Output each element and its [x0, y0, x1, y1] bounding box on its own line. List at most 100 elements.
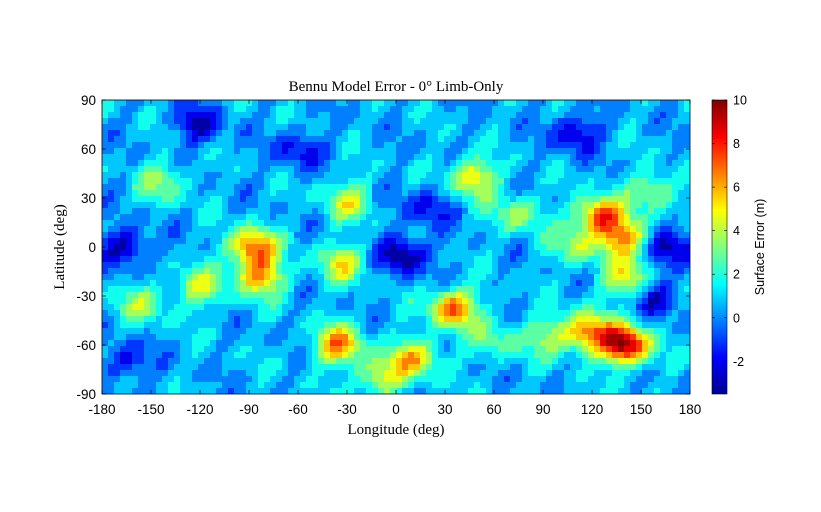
- heatmap-cell: [132, 328, 139, 335]
- heatmap-cell: [420, 148, 427, 155]
- heatmap-cell: [258, 388, 265, 394]
- heatmap-cell: [114, 130, 121, 137]
- heatmap-cell: [270, 376, 277, 383]
- heatmap-cell: [438, 340, 445, 347]
- heatmap-cell: [360, 286, 367, 293]
- heatmap-cell: [522, 202, 529, 209]
- heatmap-cell: [474, 370, 481, 377]
- heatmap-cell: [606, 118, 613, 125]
- heatmap-cell: [144, 274, 151, 281]
- heatmap-cell: [630, 226, 637, 233]
- heatmap-cell: [240, 334, 247, 341]
- heatmap-cell: [384, 166, 391, 173]
- heatmap-cell: [300, 178, 307, 185]
- heatmap-cell: [102, 322, 109, 329]
- heatmap-cell: [486, 136, 493, 143]
- heatmap-cell: [216, 142, 223, 149]
- heatmap-cell: [618, 328, 625, 335]
- heatmap-cell: [150, 364, 157, 371]
- heatmap-cell: [600, 214, 607, 221]
- heatmap-cell: [108, 352, 115, 359]
- heatmap-cell: [456, 214, 463, 221]
- heatmap-cell: [222, 358, 229, 365]
- heatmap-cell: [588, 256, 595, 263]
- heatmap-cell: [564, 376, 571, 383]
- heatmap-cell: [324, 130, 331, 137]
- heatmap-cell: [624, 292, 631, 299]
- heatmap-cell: [174, 154, 181, 161]
- heatmap-cell: [660, 244, 667, 251]
- heatmap-cell: [450, 370, 457, 377]
- heatmap-cell: [462, 214, 469, 221]
- heatmap-cell: [582, 274, 589, 281]
- heatmap-cell: [624, 346, 631, 353]
- heatmap-cell: [126, 154, 133, 161]
- heatmap-cell: [390, 250, 397, 257]
- heatmap-cell: [522, 256, 529, 263]
- heatmap-cell: [636, 100, 643, 107]
- heatmap-cell: [276, 172, 283, 179]
- heatmap-cell: [366, 340, 373, 347]
- heatmap-cell: [618, 286, 625, 293]
- heatmap-cell: [258, 196, 265, 203]
- heatmap-cell: [444, 154, 451, 161]
- heatmap-cell: [660, 388, 667, 394]
- heatmap-cell: [618, 310, 625, 317]
- y-tick-label: 0: [88, 240, 96, 255]
- heatmap-cell: [390, 142, 397, 149]
- heatmap-cell: [108, 388, 115, 394]
- heatmap-cell: [402, 184, 409, 191]
- heatmap-cell: [348, 352, 355, 359]
- heatmap-cell: [384, 118, 391, 125]
- heatmap-cell: [126, 178, 133, 185]
- heatmap-cell: [150, 154, 157, 161]
- heatmap-cell: [666, 298, 673, 305]
- heatmap-cell: [456, 304, 463, 311]
- heatmap-cell: [360, 196, 367, 203]
- heatmap-cell: [522, 292, 529, 299]
- heatmap-cell: [360, 178, 367, 185]
- heatmap-cell: [570, 310, 577, 317]
- heatmap-cell: [570, 370, 577, 377]
- heatmap-cell: [546, 274, 553, 281]
- heatmap-cell: [486, 172, 493, 179]
- heatmap-cell: [336, 316, 343, 323]
- heatmap-cell: [228, 370, 235, 377]
- heatmap-cell: [588, 292, 595, 299]
- heatmap-cell: [636, 322, 643, 329]
- heatmap-cell: [462, 352, 469, 359]
- heatmap-cell: [366, 100, 373, 107]
- heatmap-cell: [516, 202, 523, 209]
- heatmap-cell: [540, 346, 547, 353]
- heatmap-cell: [450, 130, 457, 137]
- heatmap-cell: [288, 184, 295, 191]
- heatmap-cell: [594, 304, 601, 311]
- heatmap-cell: [654, 220, 661, 227]
- heatmap-cell: [492, 334, 499, 341]
- heatmap-cell: [144, 214, 151, 221]
- heatmap-cell: [132, 196, 139, 203]
- heatmap-cell: [276, 196, 283, 203]
- heatmap-cell: [546, 292, 553, 299]
- heatmap-cell: [174, 172, 181, 179]
- heatmap-cell: [126, 352, 133, 359]
- heatmap-cell: [252, 130, 259, 137]
- heatmap-cell: [540, 232, 547, 239]
- heatmap-cell: [612, 178, 619, 185]
- heatmap-cell: [216, 244, 223, 251]
- heatmap-cell: [438, 148, 445, 155]
- heatmap-cell: [462, 166, 469, 173]
- heatmap-cell: [240, 292, 247, 299]
- heatmap-cell: [648, 256, 655, 263]
- heatmap-cell: [642, 298, 649, 305]
- heatmap-cell: [456, 286, 463, 293]
- heatmap-cell: [510, 160, 517, 167]
- heatmap-cell: [300, 346, 307, 353]
- heatmap-cell: [588, 328, 595, 335]
- heatmap-cell: [498, 358, 505, 365]
- heatmap-cell: [624, 244, 631, 251]
- heatmap-cell: [312, 196, 319, 203]
- heatmap-cell: [486, 340, 493, 347]
- heatmap-cell: [330, 226, 337, 233]
- heatmap-cell: [240, 274, 247, 281]
